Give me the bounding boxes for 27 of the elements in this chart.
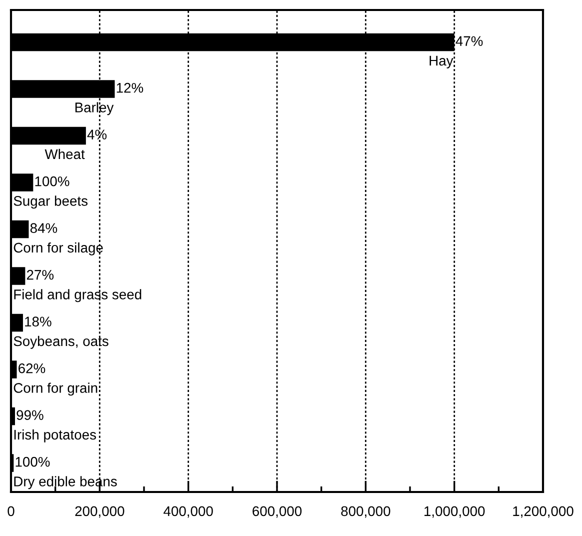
y-tick-label: Dry edible beans [14,476,117,490]
annotation: 47% [456,36,483,46]
annotation: 12% [116,82,144,93]
annotation: 99% [16,410,44,420]
y-tick-label: Sugar beets [14,196,88,209]
y-tick-label: Soybeans, oats [14,336,108,349]
annotation: 18% [25,316,52,326]
x-tick-label: 1,000,000 [424,506,485,518]
y-tick-label: Irish potatoes [14,429,96,442]
y-tick-label: Field and grass seed [14,289,142,302]
annotation: 100% [35,176,70,186]
x-tick-label: 1,200,000 [513,506,574,518]
x-tick-label: 200,000 [75,506,124,518]
y-tick-label: Wheat [44,148,85,160]
x-tick-label: 400,000 [164,506,213,518]
y-tick-label: Corn for grain [14,382,98,396]
annotation: 4% [87,130,107,140]
annotation: 62% [18,363,46,374]
x-tick-label: 600,000 [252,506,302,518]
y-tick-label: Corn for silage [14,242,103,256]
annotation: 27% [26,270,54,280]
annotation: 84% [30,223,58,233]
x-tick-label: 800,000 [341,506,390,518]
y-tick-label: Hay [430,56,454,68]
annotation: 100% [16,456,50,467]
y-tick-label: Barley [75,102,114,116]
x-tick-label: 0 [8,506,14,516]
